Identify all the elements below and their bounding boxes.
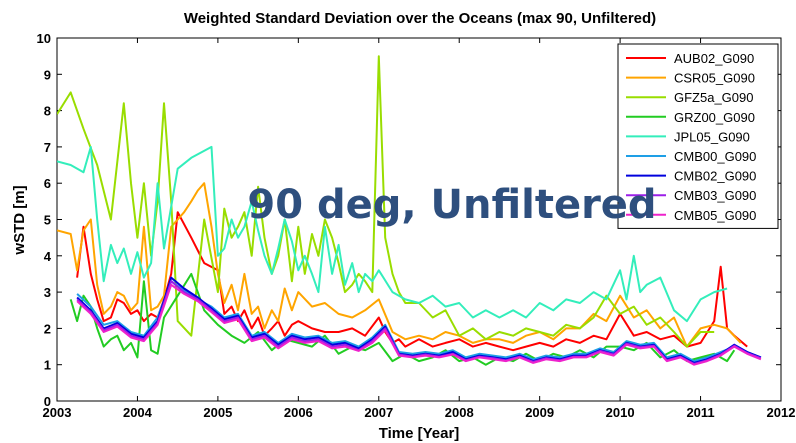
x-tick-label: 2009 <box>525 405 554 420</box>
y-axis-label: wSTD [m] <box>11 185 28 255</box>
legend-label: CMB00_G090 <box>674 149 756 164</box>
y-tick-label: 1 <box>44 358 51 373</box>
y-axis: 0 1 2 3 4 5 6 7 8 9 10 <box>37 31 781 409</box>
x-tick-label: 2006 <box>284 405 313 420</box>
legend-label: CMB05_G090 <box>674 208 756 223</box>
y-tick-label: 2 <box>44 321 51 336</box>
series-line-gfz5a_g090 <box>57 55 715 348</box>
chart-title: Weighted Standard Deviation over the Oce… <box>184 10 656 27</box>
series-lines <box>57 55 762 366</box>
x-tick-label: 2005 <box>203 405 232 420</box>
series-line-aub02_g090 <box>76 211 748 352</box>
y-tick-label: 10 <box>37 31 51 46</box>
y-tick-label: 9 <box>44 67 51 82</box>
x-tick-label: 2011 <box>686 405 714 420</box>
x-tick-label: 2012 <box>767 405 796 420</box>
legend-label: AUB02_G090 <box>674 51 754 66</box>
y-tick-label: 3 <box>44 285 51 300</box>
y-tick-label: 7 <box>44 140 51 155</box>
y-tick-label: 4 <box>44 249 52 264</box>
legend-label: GRZ00_G090 <box>674 110 755 125</box>
x-tick-label: 2007 <box>364 405 393 420</box>
x-tick-label: 2010 <box>606 405 635 420</box>
legend: AUB02_G090 CSR05_G090 GFZ5a_G090 GRZ00_G090… <box>617 43 779 229</box>
y-tick-label: 6 <box>44 176 51 191</box>
legend-label: CSR05_G090 <box>674 71 755 86</box>
y-tick-label: 5 <box>44 213 51 228</box>
x-tick-label: 2003 <box>43 405 72 420</box>
y-tick-label: 0 <box>44 394 51 409</box>
x-tick-label: 2004 <box>123 405 153 420</box>
series-line-jpl05_g090 <box>57 145 728 323</box>
y-tick-label: 8 <box>44 104 51 119</box>
x-tick-label: 2008 <box>445 405 474 420</box>
legend-label: CMB03_G090 <box>674 188 756 203</box>
series-line-cmb05_g090 <box>76 283 762 366</box>
legend-label: GFZ5a_G090 <box>674 90 754 105</box>
x-axis-label: Time [Year] <box>379 425 460 442</box>
legend-label: JPL05_G090 <box>674 129 750 144</box>
series-line-csr05_g090 <box>57 182 742 348</box>
chart-annotation: 90 deg, Unfiltered <box>247 182 656 228</box>
legend-label: CMB02_G090 <box>674 169 756 184</box>
x-axis: 2003 2004 2005 2006 2007 2008 2009 2010 2011 2012 <box>43 38 796 420</box>
